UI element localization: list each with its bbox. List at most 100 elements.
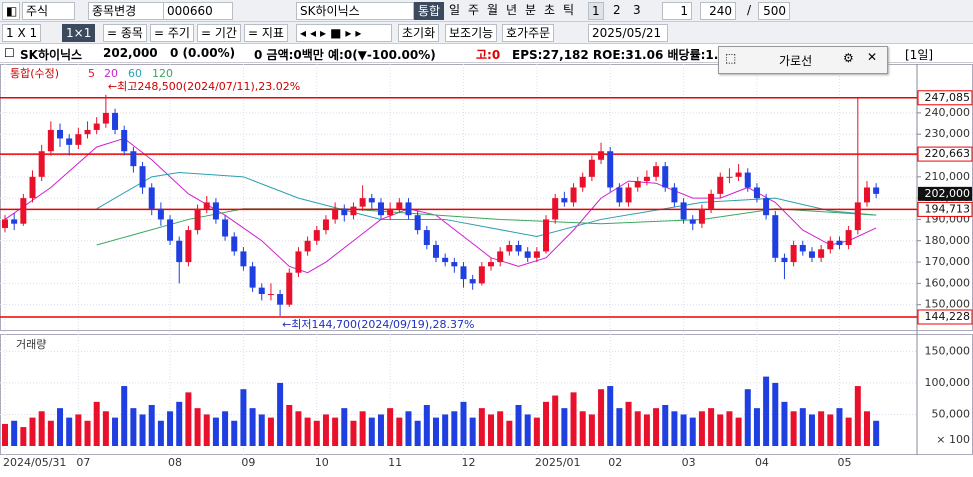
volume-bar (442, 414, 449, 446)
tab[interactable]: 틱 (563, 3, 575, 17)
candle-body (790, 245, 797, 263)
candle-body (277, 294, 284, 305)
filter-button[interactable]: = 주기 (150, 24, 194, 42)
volume-bar (662, 404, 669, 446)
candle-body (148, 187, 155, 209)
candle-body (506, 245, 513, 252)
filter-button[interactable]: = 종목 (103, 24, 147, 42)
date-input[interactable]: 2025/05/21 (588, 24, 668, 42)
candle-body (295, 251, 302, 273)
volume-bar (836, 408, 843, 446)
count-input[interactable]: 240 (700, 2, 736, 20)
button[interactable]: 초기화 (398, 24, 440, 42)
volume-bar (607, 386, 614, 446)
volume-bar (157, 420, 164, 446)
tab[interactable]: 초 (544, 3, 556, 17)
volume-bar (222, 411, 229, 446)
tab[interactable]: 분 (525, 3, 537, 17)
toolbar2: 1 X 1 1×1 = 종목 = 주기 = 기간 = 지표 ◂◂▸■▸▸ 초기화… (0, 22, 973, 44)
tab[interactable]: 주 (468, 3, 480, 17)
candle-body (698, 208, 705, 224)
candle-body (808, 251, 815, 258)
x-tick-label: 08 (168, 456, 182, 469)
volume-bar (451, 411, 458, 446)
code-input[interactable]: 000660 (163, 2, 233, 20)
volume-bar (423, 404, 430, 446)
page-button[interactable]: 3 (633, 3, 641, 17)
candle-body (442, 257, 449, 263)
candle-body (2, 219, 8, 228)
legend-entry: 60 (128, 67, 142, 80)
x-tick-label: 02 (608, 456, 622, 469)
volume-bar (488, 414, 495, 446)
page-button[interactable]: 2 (613, 3, 621, 17)
unit-label: × 100 (936, 433, 970, 446)
candle-body (598, 151, 605, 160)
volume-bar (167, 411, 174, 446)
volume-bar (313, 420, 320, 446)
nav-buttons[interactable]: ◂◂▸■▸▸ (296, 24, 392, 42)
volume-bar (414, 420, 421, 446)
volume-bar (680, 414, 687, 446)
volume-bar (295, 411, 302, 446)
menu-button[interactable]: ◧ (2, 2, 20, 20)
price-panel (0, 64, 973, 331)
layout-button[interactable]: 1×1 (62, 24, 96, 42)
candle-body (717, 176, 724, 194)
volume-bar (717, 414, 724, 446)
moving-average (96, 172, 877, 238)
price-label: 220,663 (925, 147, 971, 160)
volume-bar (506, 420, 513, 446)
candle-body (515, 245, 522, 252)
tab[interactable]: 일 (449, 3, 461, 17)
volume-bar (772, 382, 779, 446)
volume-bar (57, 408, 64, 446)
change-select[interactable]: 종목변경 (88, 2, 166, 20)
candle-body (66, 138, 73, 145)
candle-body (176, 240, 183, 263)
popup-title: 가로선 (779, 54, 813, 68)
button[interactable]: 보조기능 (445, 24, 498, 42)
filter-button[interactable]: = 기간 (197, 24, 241, 42)
page-button[interactable]: 1 (588, 2, 604, 20)
candle-body (194, 208, 201, 231)
volume-bar (432, 417, 439, 446)
info-name: SK하이닉스 (20, 48, 83, 62)
x-tick-label: 09 (241, 456, 255, 469)
close-button[interactable]: ✕ (867, 50, 878, 64)
volume-bar (469, 417, 476, 446)
volume-bar (258, 414, 265, 446)
filter-button[interactable]: = 지표 (244, 24, 288, 42)
candle-body (267, 294, 274, 296)
volume-bar (194, 408, 201, 446)
candle-body (203, 202, 210, 209)
button[interactable]: 호가주문 (502, 24, 555, 42)
x-tick-label: 05 (837, 456, 851, 469)
volume-bar (121, 386, 128, 446)
checkbox[interactable]: ☐ (4, 46, 15, 60)
tab[interactable]: 년 (506, 3, 518, 17)
volume-bar (625, 401, 632, 446)
x-tick-label: 04 (755, 456, 769, 469)
candle-body (588, 159, 595, 177)
count-input[interactable]: 500 (758, 2, 790, 20)
candle-body (102, 112, 109, 124)
count-input[interactable]: 1 (662, 2, 692, 20)
volume-bar (515, 404, 522, 446)
candle-body (460, 266, 467, 280)
settings-button[interactable]: ⚙ (843, 51, 854, 65)
y-tick-label: 230,000 (925, 127, 971, 140)
layout-button[interactable]: 1 X 1 (2, 24, 42, 42)
volume-bar (552, 395, 559, 446)
tab[interactable]: 통합 (414, 2, 445, 20)
candle-body (332, 208, 339, 220)
volume-title: 거래량 (16, 338, 46, 351)
candle-body (313, 230, 320, 241)
volume-bar (735, 417, 742, 446)
market-select[interactable]: 주식 (22, 2, 75, 20)
tab[interactable]: 월 (487, 3, 499, 17)
candle-body (607, 151, 614, 188)
y-tick-label: 170,000 (925, 255, 971, 268)
popup: ⬚ 가로선 ⚙ ✕ (718, 46, 888, 74)
